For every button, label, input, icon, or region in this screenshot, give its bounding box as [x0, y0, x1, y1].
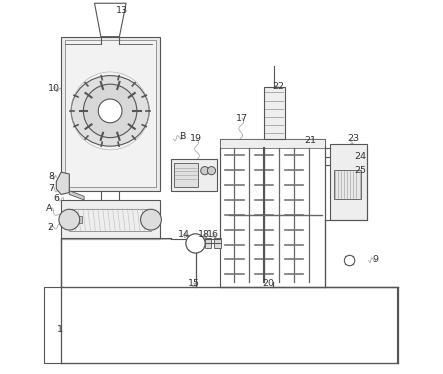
Bar [171, 159, 217, 191]
Text: 7: 7 [48, 184, 54, 193]
Polygon shape [94, 3, 126, 37]
Circle shape [59, 209, 80, 230]
Polygon shape [69, 191, 84, 200]
Bar [334, 170, 361, 199]
Text: 22: 22 [272, 82, 284, 91]
Text: 9: 9 [373, 255, 379, 264]
Text: 6: 6 [53, 194, 59, 203]
Text: 10: 10 [48, 84, 60, 93]
Bar [264, 87, 284, 139]
Text: 2: 2 [47, 223, 53, 232]
Text: 8: 8 [48, 172, 54, 181]
Text: 14: 14 [178, 230, 190, 239]
Text: 19: 19 [190, 134, 202, 143]
Bar [44, 287, 397, 363]
Bar [220, 139, 326, 287]
Text: 24: 24 [355, 152, 367, 161]
Bar [214, 238, 221, 248]
Text: 18: 18 [198, 230, 210, 239]
Circle shape [207, 166, 216, 175]
Text: 16: 16 [207, 230, 219, 239]
Bar [330, 144, 367, 220]
Text: 25: 25 [355, 166, 367, 175]
Bar [63, 216, 82, 223]
Text: 1: 1 [57, 325, 63, 334]
Circle shape [140, 209, 161, 230]
Bar [61, 37, 159, 191]
Text: 20: 20 [262, 279, 274, 288]
Text: 13: 13 [116, 6, 128, 15]
Text: A: A [46, 204, 52, 213]
Circle shape [186, 234, 205, 253]
Circle shape [344, 255, 355, 266]
Bar [61, 200, 159, 239]
Ellipse shape [71, 76, 149, 146]
Text: B: B [179, 132, 186, 141]
Polygon shape [56, 172, 69, 194]
Bar [174, 163, 198, 187]
Text: 21: 21 [305, 136, 317, 145]
Text: 23: 23 [347, 134, 359, 143]
Circle shape [98, 99, 122, 123]
Bar [65, 40, 156, 187]
Circle shape [83, 84, 137, 138]
Bar [205, 238, 211, 248]
Circle shape [201, 166, 209, 175]
Bar [220, 139, 326, 148]
Text: 15: 15 [188, 279, 200, 288]
Text: 17: 17 [236, 114, 248, 123]
